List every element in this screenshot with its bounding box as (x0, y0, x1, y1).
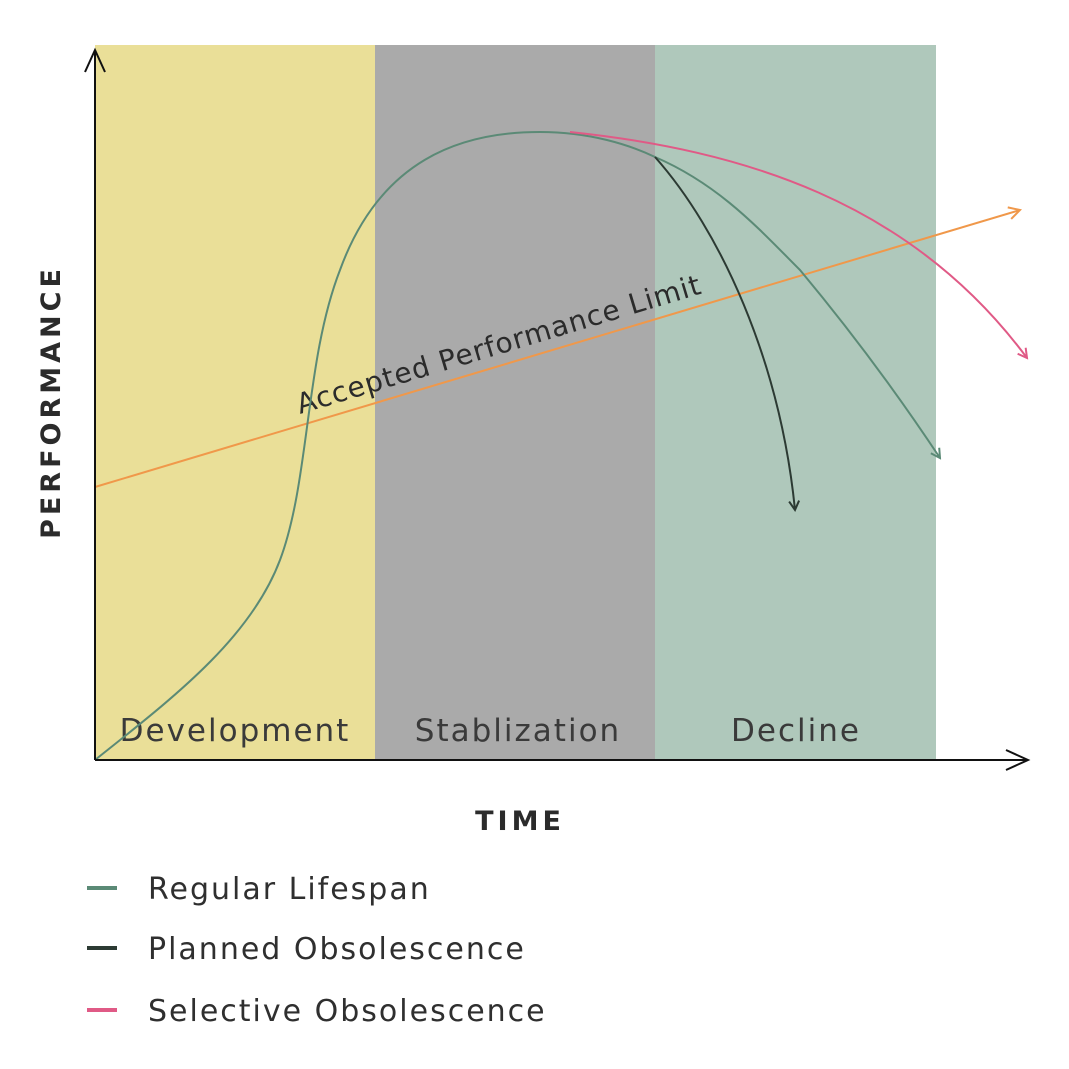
stabilization-band (375, 45, 655, 760)
phase-label-development: Development (120, 713, 351, 749)
planned-obsolescence-curve (654, 156, 795, 510)
selective-obsolescence-curve (569, 131, 1027, 358)
x-axis-arrow-icon (1005, 749, 1031, 771)
legend-label-selective: Selective Obsolescence (148, 994, 547, 1029)
phase-label-stabilization: Stablization (415, 713, 621, 749)
decline-band (655, 45, 936, 760)
phase-label-decline: Decline (731, 713, 861, 749)
development-band (95, 45, 375, 760)
y-axis-label: PERFORMANCE (36, 265, 67, 539)
legend-label-planned: Planned Obsolescence (148, 932, 526, 967)
y-axis-arrow-icon (84, 47, 106, 73)
regular-lifespan-curve (94, 130, 940, 761)
legend-label-regular: Regular Lifespan (148, 872, 431, 907)
legend: Regular Lifespan Planned Obsolescence Se… (87, 872, 547, 1029)
accepted-limit-line (94, 210, 1020, 488)
x-axis-label: TIME (475, 806, 565, 837)
